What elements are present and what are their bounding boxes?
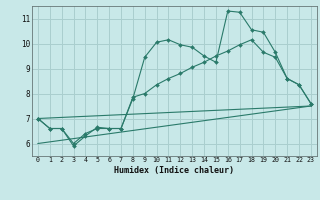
X-axis label: Humidex (Indice chaleur): Humidex (Indice chaleur): [115, 166, 234, 175]
